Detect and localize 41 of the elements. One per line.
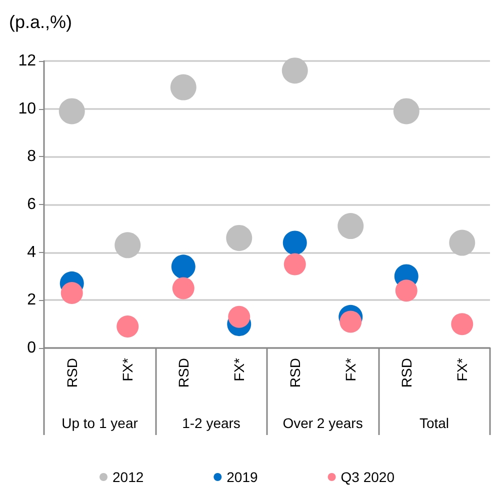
point (114, 232, 141, 258)
point (226, 224, 252, 251)
point (172, 277, 194, 300)
point (282, 58, 308, 84)
y-tick-label: 2 (27, 292, 36, 309)
point (340, 310, 362, 333)
point (451, 313, 474, 336)
legend-label: 2019 (226, 469, 258, 485)
point (171, 254, 196, 279)
text: Total (419, 415, 450, 431)
x-tick-label: RSD (286, 358, 303, 388)
x-tick-label: RSD (64, 358, 80, 388)
point (58, 98, 85, 124)
point (284, 253, 306, 276)
x-tick-label: FX* (342, 357, 359, 382)
y-tick-label: 4 (27, 244, 36, 261)
x-tick-label: RSD (398, 358, 414, 388)
point (282, 230, 307, 255)
point (170, 74, 196, 100)
point (228, 306, 250, 328)
y-axis-title: (p.a.,%) (9, 12, 72, 32)
point (338, 213, 364, 240)
y-tick-label: 8 (27, 148, 36, 166)
x-tick-label: FX* (454, 357, 470, 382)
point (116, 315, 139, 338)
y-tick-label: 12 (18, 52, 36, 70)
legend-label: Q3 2020 (340, 469, 395, 485)
y-tick-label: 6 (27, 196, 36, 213)
point (60, 282, 83, 304)
x-tick-label: FX* (120, 357, 136, 382)
x-tick-label: RSD (175, 358, 192, 388)
y-tick-label: 10 (18, 100, 36, 118)
y-tick-label: 0 (27, 340, 36, 356)
point (449, 230, 476, 256)
text: 1-2 years (182, 415, 240, 431)
point (395, 280, 418, 302)
legend-label: 2012 (112, 469, 144, 485)
point (393, 98, 420, 124)
x-tick-label: FX* (231, 357, 248, 382)
text: Up to 1 year (62, 415, 138, 431)
text: Over 2 years (282, 415, 363, 431)
